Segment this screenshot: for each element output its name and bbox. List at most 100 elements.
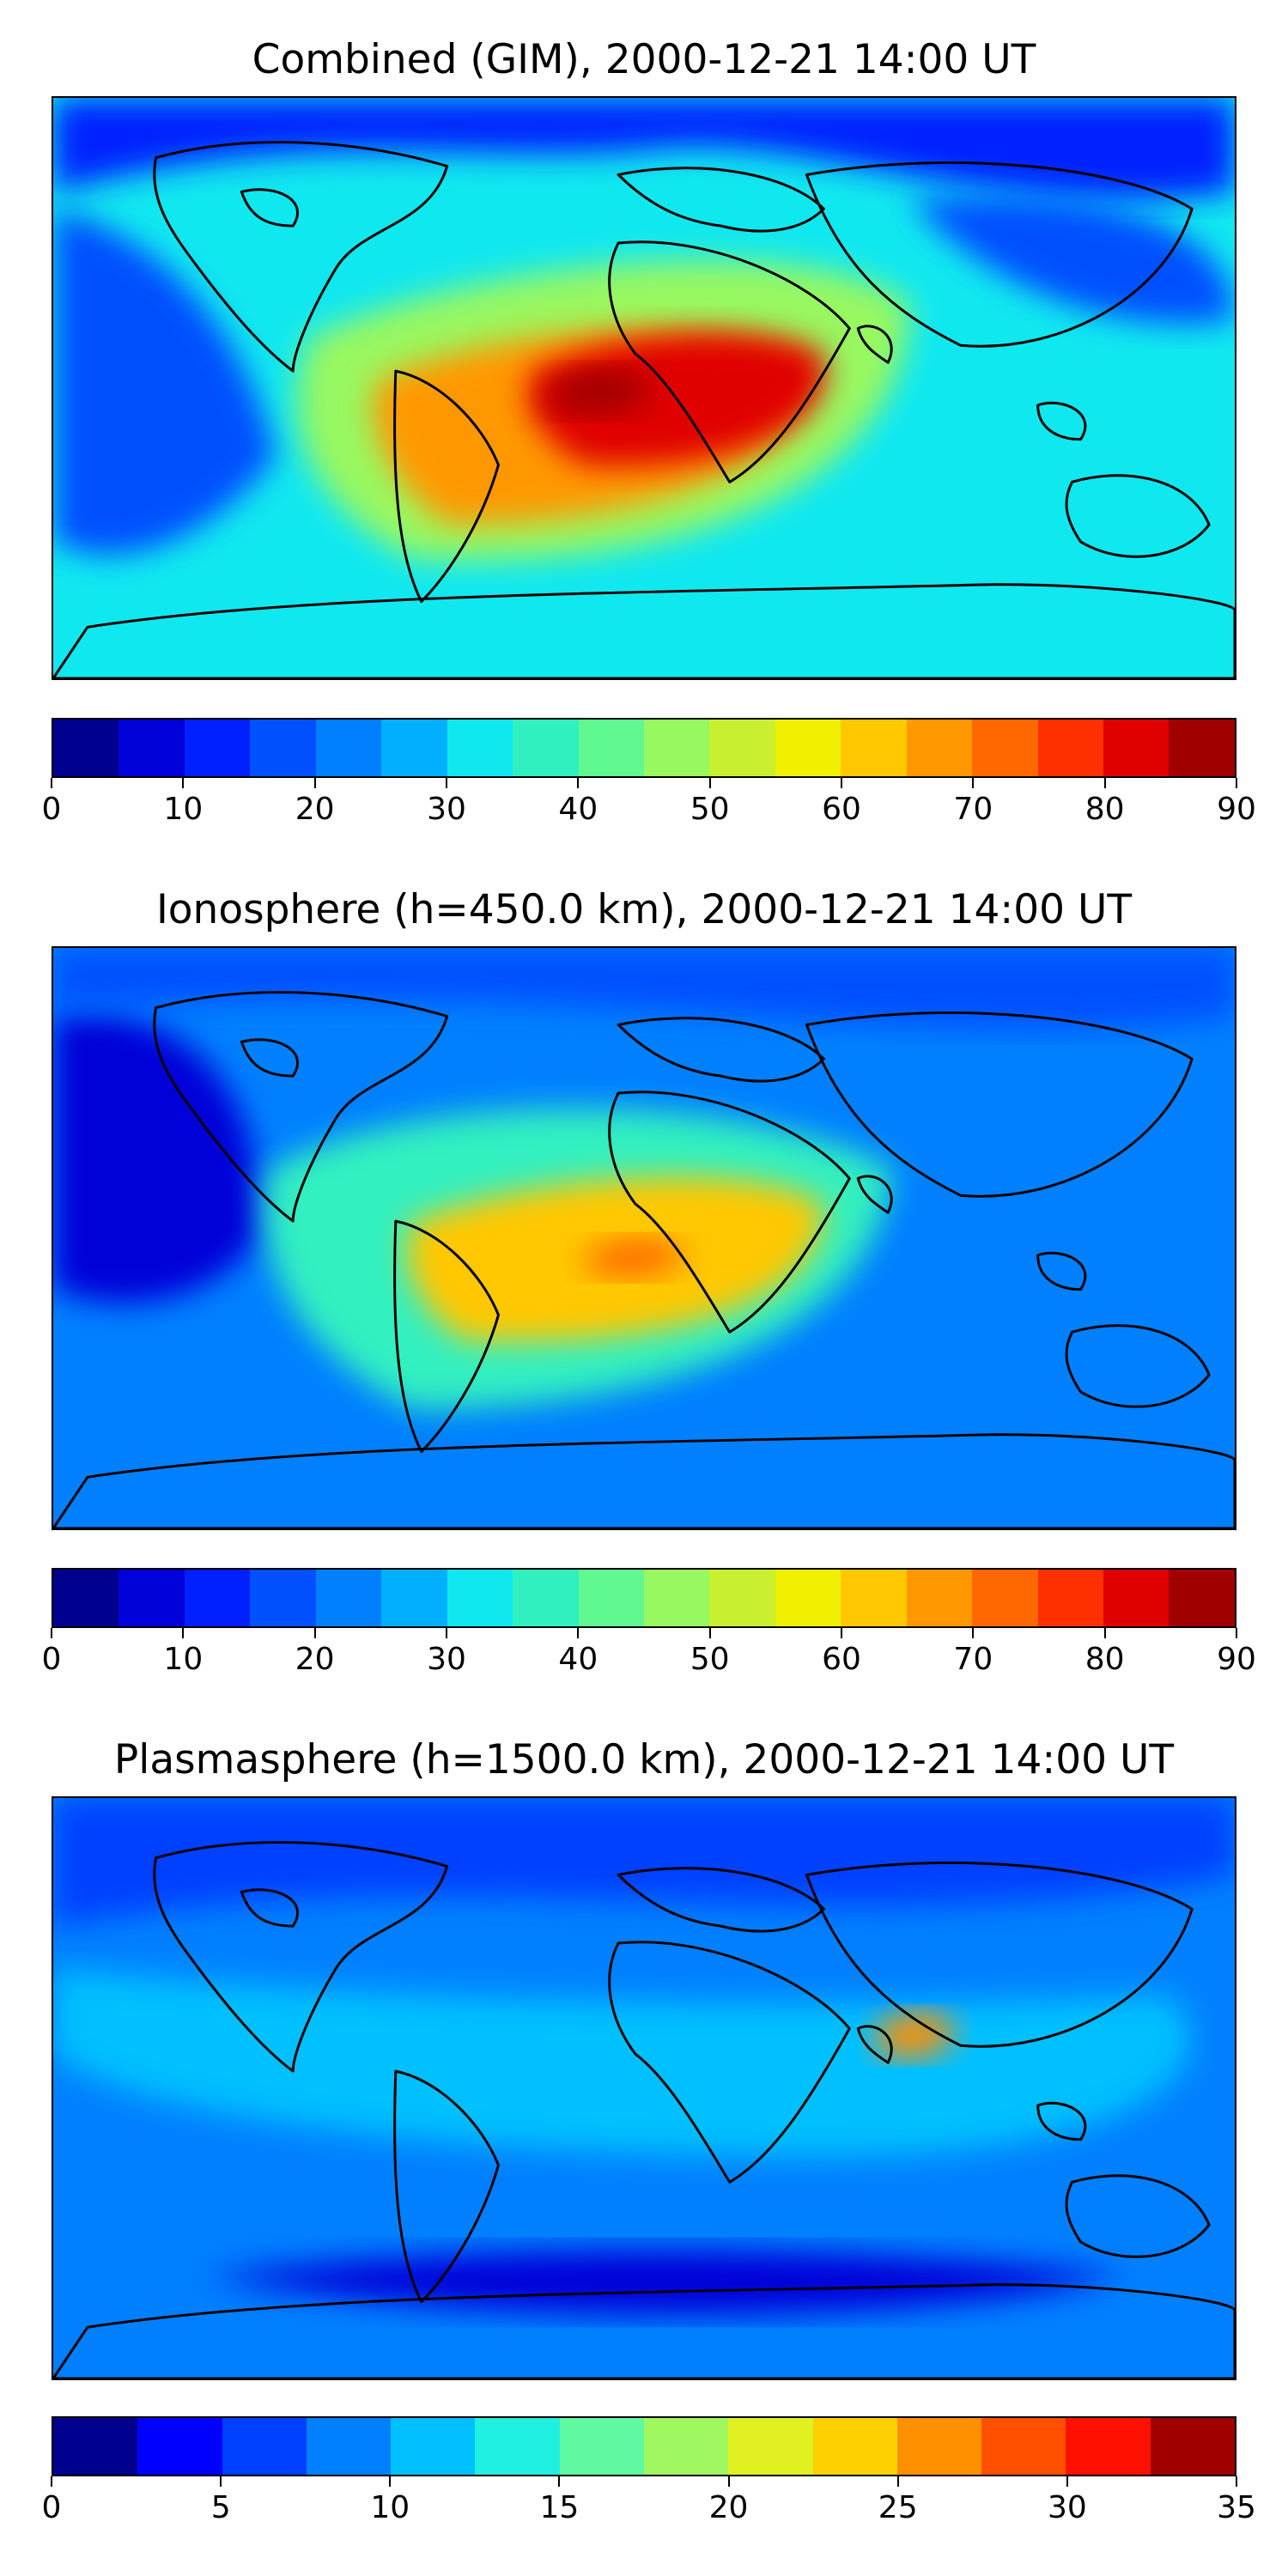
tec-region-africa-core [550, 368, 653, 415]
colorbar-swatch [391, 2418, 476, 2475]
colorbar-plasmasphere [52, 2416, 1236, 2476]
colorbar-swatch [643, 1570, 710, 1626]
colorbar-tick-label: 10 [370, 2490, 410, 2525]
colorbar-swatch [475, 2418, 560, 2475]
colorbar-tick [558, 2476, 561, 2487]
colorbar-swatch [118, 720, 185, 776]
tec-region-pacific-low [53, 1014, 259, 1303]
colorbar-tick [51, 778, 52, 788]
colorbar-tick [182, 1628, 185, 1638]
panel-title-plasmasphere: Plasmasphere (h=1500.0 km), 2000-12-21 1… [113, 1736, 1175, 1783]
coastline-outline [856, 325, 893, 364]
colorbar-swatch [775, 720, 841, 776]
colorbar-tick-label: 30 [1047, 2490, 1087, 2525]
colorbar-tick [577, 1628, 580, 1638]
colorbar-swatch [812, 2418, 897, 2475]
colorbar-tick [1066, 2476, 1068, 2487]
colorbar-swatch [709, 720, 775, 776]
coastline-outline [856, 2025, 893, 2064]
colorbar-tick-label: 70 [953, 1642, 993, 1677]
map-canvas [53, 1798, 1235, 2379]
colorbar-swatch [1066, 2418, 1151, 2475]
colorbar-swatch [775, 1570, 841, 1626]
colorbar-swatch [315, 1570, 382, 1626]
colorbar-swatch [137, 2418, 222, 2475]
colorbar-tick [1236, 778, 1237, 788]
colorbar-tick [389, 2476, 392, 2487]
colorbar-swatch [53, 2418, 138, 2475]
colorbar-swatch [118, 1570, 185, 1626]
coastline-outline [153, 1841, 449, 2073]
colorbar-swatch [709, 1570, 775, 1626]
coastline-outline [153, 141, 449, 373]
colorbar-swatch [184, 720, 251, 776]
colorbar-tick-label: 5 [210, 2490, 231, 2525]
tec-region-asia-low [909, 196, 1235, 324]
colorbar-swatch [578, 720, 644, 776]
colorbar-tick-label: 20 [708, 2490, 749, 2525]
colorbar-tick-label: 50 [690, 792, 730, 827]
colorbar-tick [708, 1628, 711, 1638]
colorbar-tick-label: 0 [41, 2490, 62, 2525]
colorbar-swatch [381, 720, 447, 776]
panel-title-combined: Combined (GIM), 2000-12-21 14:00 UT [252, 36, 1036, 83]
colorbar-tick [972, 778, 975, 788]
colorbar-swatch [250, 1570, 316, 1626]
coastline-outline [393, 1219, 500, 1454]
tec-region-north-low [53, 1798, 1235, 1927]
coastline-outline [1065, 2174, 1211, 2258]
colorbar-swatch [906, 1570, 973, 1626]
tec-region-pacific-low [53, 209, 276, 556]
colorbar-tick [313, 1628, 316, 1638]
map-canvas [53, 98, 1235, 678]
coastline-outline [240, 188, 299, 228]
colorbar-swatch [1169, 720, 1235, 776]
colorbar-swatch [1150, 2418, 1235, 2475]
colorbar-swatch [513, 720, 579, 776]
colorbar-swatch [447, 720, 513, 776]
colorbar-swatch [250, 720, 316, 776]
colorbar-tick-label: 90 [1217, 792, 1256, 827]
colorbar-tick [1236, 1628, 1237, 1638]
coastline-outline [240, 1038, 299, 1078]
colorbar-swatch [728, 2418, 813, 2475]
colorbar-tick [896, 2476, 899, 2487]
tec-region-north-polar-low [53, 98, 1235, 200]
colorbar-tick-label: 80 [1084, 1642, 1125, 1677]
colorbar-swatch [53, 1570, 119, 1626]
coastline-outline [608, 1941, 851, 2184]
coastline-outline [608, 1091, 851, 1334]
coastline-outline [1065, 1324, 1211, 1408]
coastline-outline [617, 1017, 825, 1083]
coastline-outline [1036, 2101, 1087, 2142]
colorbar-swatch [559, 2418, 644, 2475]
map-combined [52, 96, 1236, 680]
coastline-outline [608, 240, 851, 483]
colorbar-tick [1103, 778, 1106, 788]
coastline-outline [805, 1011, 1194, 1198]
coastline-outline [617, 167, 825, 233]
coastline-outline [53, 583, 1235, 678]
colorbar-swatch [643, 2418, 729, 2475]
colorbar-tick-label: 90 [1217, 1642, 1256, 1677]
tec-region-north-low [53, 948, 1235, 1029]
colorbar-swatch [578, 1570, 644, 1626]
colorbar-tick [1103, 1628, 1106, 1638]
colorbar-swatch [315, 720, 382, 776]
colorbar-swatch [1169, 1570, 1235, 1626]
map-ionosphere [52, 946, 1236, 1530]
coastline-outline [393, 2069, 500, 2304]
colorbar-swatch [53, 720, 119, 776]
coastline-outline [805, 1861, 1194, 2048]
colorbar-swatch [306, 2418, 392, 2475]
colorbar-tick-label: 30 [427, 1642, 466, 1677]
colorbar-swatch [841, 720, 907, 776]
colorbar-tick-label: 30 [427, 792, 466, 827]
colorbar-tick-label: 70 [953, 792, 993, 827]
colorbar-tick-label: 60 [822, 792, 861, 827]
coastline-outline [53, 1433, 1235, 1528]
colorbar-swatch [1103, 720, 1170, 776]
map-plasmasphere [52, 1796, 1236, 2380]
coastline-outline [805, 161, 1194, 348]
colorbar-tick-label: 20 [295, 792, 335, 827]
